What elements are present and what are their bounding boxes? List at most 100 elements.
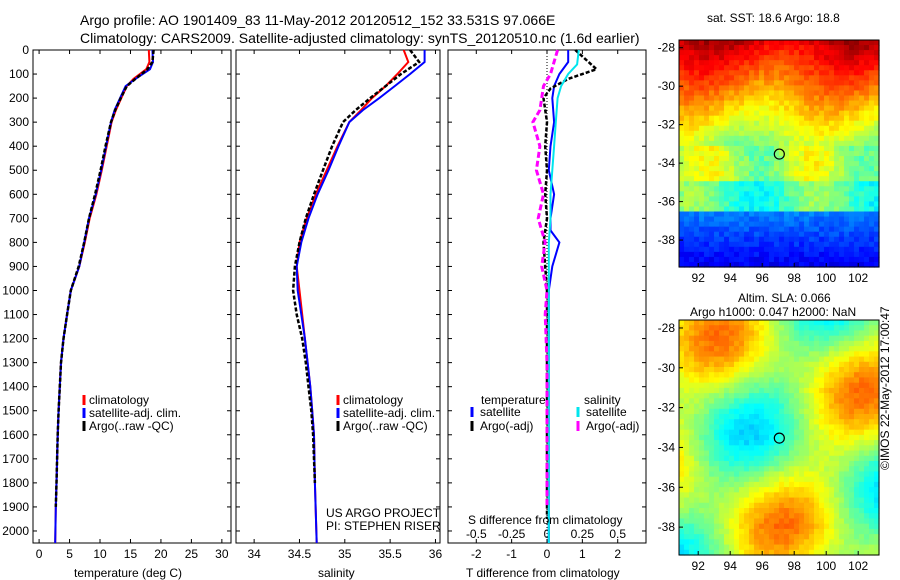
heatmap-cell	[844, 135, 850, 142]
heatmap-cell	[829, 502, 835, 509]
heatmap-cell	[724, 351, 730, 358]
heatmap-cell	[864, 256, 870, 263]
heatmap-cell	[729, 408, 735, 415]
heatmap-cell	[759, 414, 765, 420]
heatmap-cell	[834, 434, 840, 441]
heatmap-cell	[764, 221, 770, 228]
heatmap-cell	[689, 181, 695, 187]
heatmap-cell	[764, 528, 770, 535]
heatmap-cell	[789, 50, 795, 56]
heatmap-cell	[834, 161, 840, 167]
heatmap-cell	[684, 539, 690, 546]
heatmap-cell	[779, 455, 785, 462]
heatmap-cell	[844, 70, 850, 76]
heatmap-cell	[744, 70, 750, 76]
heatmap-cell	[704, 320, 710, 326]
heatmap-cell	[689, 539, 695, 546]
heatmap-cell	[689, 156, 695, 162]
heatmap-cell	[759, 523, 765, 530]
heatmap-cell	[734, 356, 740, 363]
heatmap-cell	[864, 481, 870, 488]
heatmap-cell	[804, 130, 810, 137]
heatmap-cell	[684, 455, 690, 462]
heatmap-cell	[749, 445, 755, 452]
heatmap-cell	[734, 528, 740, 535]
sla-map-panel: Altim. SLA: 0.066 Argo h1000: 0.047 h200…	[658, 291, 880, 573]
heatmap-cell	[834, 492, 840, 499]
heatmap-cell	[864, 544, 870, 551]
heatmap-cell	[834, 539, 840, 546]
heatmap-cell	[739, 150, 745, 157]
heatmap-cell	[699, 161, 705, 167]
heatmap-cell	[709, 75, 715, 81]
heatmap-cell	[809, 372, 815, 379]
heatmap-cell	[784, 45, 790, 51]
heatmap-cell	[874, 414, 880, 420]
heatmap-cell	[859, 382, 865, 389]
heatmap-cell	[829, 382, 835, 389]
heatmap-cell	[689, 398, 695, 405]
heatmap-cell	[794, 171, 800, 177]
heatmap-cell	[744, 346, 750, 352]
heatmap-cell	[709, 201, 715, 208]
heatmap-cell	[694, 528, 700, 535]
heatmap-cell	[799, 502, 805, 509]
heatmap-cell	[769, 40, 775, 46]
heatmap-cell	[709, 221, 715, 228]
heatmap-cell	[849, 55, 855, 61]
heatmap-cell	[709, 231, 715, 238]
heatmap-cell	[864, 513, 870, 520]
heatmap-cell	[694, 403, 700, 410]
heatmap-cell	[709, 518, 715, 525]
heatmap-cell	[814, 414, 820, 420]
heatmap-cell	[844, 367, 850, 373]
heatmap-cell	[699, 125, 705, 132]
heatmap-cell	[749, 45, 755, 51]
heatmap-cell	[844, 523, 850, 530]
heatmap-cell	[814, 140, 820, 147]
heatmap-cell	[709, 320, 715, 326]
heatmap-cell	[749, 377, 755, 384]
heatmap-cell	[764, 226, 770, 233]
heatmap-cell	[814, 95, 820, 102]
heatmap-cell	[719, 231, 725, 238]
heatmap-cell	[759, 90, 765, 97]
heatmap-cell	[804, 166, 810, 172]
heatmap-cell	[864, 335, 870, 342]
heatmap-cell	[754, 196, 760, 203]
heatmap-cell	[754, 176, 760, 182]
heatmap-cell	[699, 534, 705, 540]
heatmap-cell	[684, 246, 690, 253]
heatmap-cell	[839, 492, 845, 499]
heatmap-cell	[714, 372, 720, 379]
heatmap-cell	[834, 393, 840, 399]
heatmap-cell	[874, 171, 880, 177]
heatmap-cell	[709, 481, 715, 488]
heatmap-cell	[804, 429, 810, 436]
heatmap-cell	[824, 171, 830, 177]
heatmap-cell	[729, 85, 735, 92]
heatmap-cell	[744, 251, 750, 258]
heatmap-cell	[689, 60, 695, 66]
heatmap-cell	[829, 450, 835, 457]
heatmap-cell	[744, 156, 750, 162]
heatmap-cell	[844, 534, 850, 540]
heatmap-cell	[859, 130, 865, 137]
heatmap-cell	[724, 251, 730, 258]
heatmap-cell	[829, 487, 835, 493]
heatmap-cell	[779, 508, 785, 514]
heatmap-cell	[804, 50, 810, 56]
heatmap-cell	[824, 80, 830, 86]
heatmap-cell	[849, 110, 855, 117]
heatmap-cell	[709, 502, 715, 509]
heatmap-cell	[804, 424, 810, 431]
heatmap-cell	[849, 476, 855, 483]
heatmap-cell	[814, 161, 820, 167]
heatmap-cell	[729, 367, 735, 373]
heatmap-cell	[704, 50, 710, 56]
heatmap-cell	[764, 455, 770, 462]
heatmap-cell	[754, 393, 760, 399]
heatmap-cell	[869, 361, 875, 368]
heatmap-cell	[834, 125, 840, 132]
heatmap-cell	[854, 382, 860, 389]
